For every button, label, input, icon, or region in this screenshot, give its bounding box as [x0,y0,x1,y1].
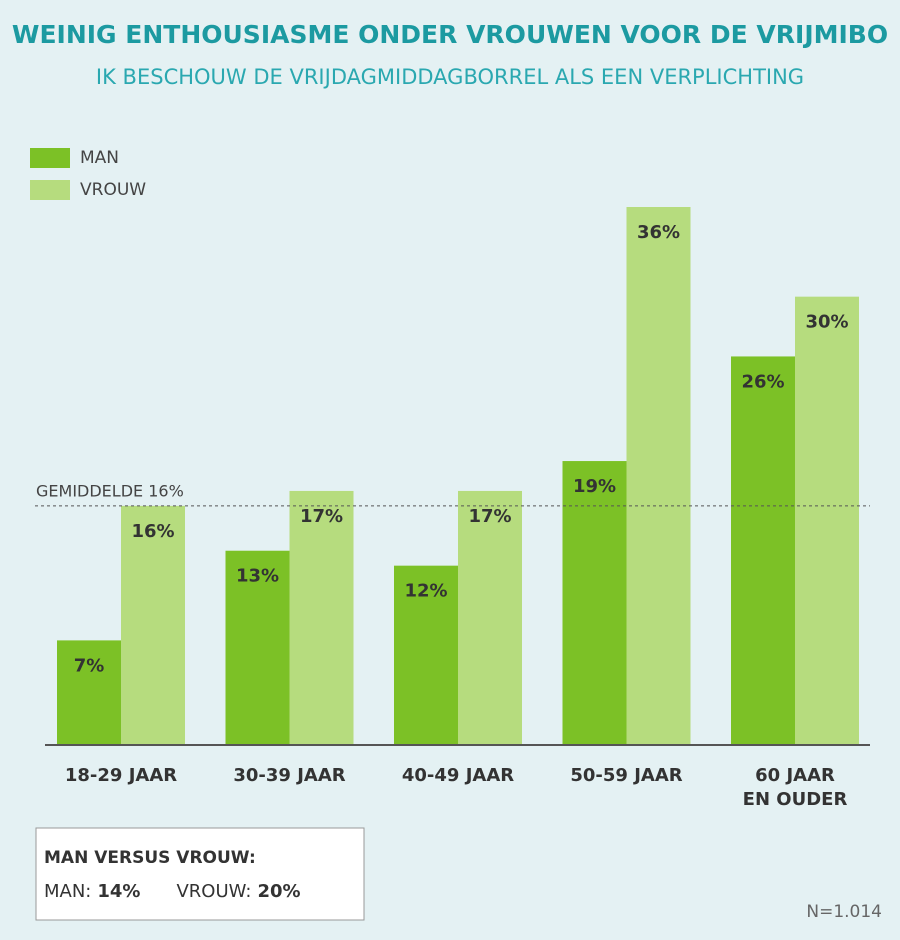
legend-swatch [30,180,70,200]
x-tick-label: 30-39 JAAR [233,765,346,786]
x-tick-label: 18-29 JAAR [64,765,178,786]
value-label: 36% [637,222,680,243]
value-label: 16% [131,521,174,542]
summary-line: MAN: 14% VROUW: 20% [44,881,301,902]
summary-name: MAN: [44,881,91,902]
value-label: 17% [300,506,343,527]
bar [731,356,795,745]
summary-name: VROUW: [176,881,251,902]
bar [289,490,354,745]
legend-label: MAN [80,148,119,168]
value-label: 26% [741,371,784,392]
bar [225,550,290,745]
x-tick-label: 60 JAAR EN OUDER [742,765,848,810]
average-label: GEMIDDELDE 16% [36,481,184,500]
bar [394,565,458,745]
bar [562,461,627,745]
value-label: 13% [236,566,279,587]
summary-value: 14% [97,881,140,902]
bar [121,505,185,745]
summary-box [35,827,365,921]
summary-value: 20% [257,881,300,902]
x-tick-label: 50-59 JAAR [570,765,683,786]
chart-title: WEINIG ENTHOUSIASME ONDER VROUWEN VOOR D… [12,20,888,49]
chart-subtitle: IK BESCHOUW DE VRIJDAGMIDDAGBORREL ALS E… [96,65,804,89]
summary-title: MAN VERSUS VROUW: [44,848,256,868]
value-label: 7% [74,655,105,676]
legend-label: VROUW [80,180,146,200]
x-tick-label: 40-49 JAAR [401,765,515,786]
bar [57,640,121,745]
value-label: 17% [468,506,511,527]
bar [458,490,522,745]
bar [626,207,691,745]
value-label: 30% [805,312,848,333]
bar [795,296,859,745]
legend-swatch [30,148,70,168]
sample-note: N=1.014 [806,902,882,922]
value-label: 12% [404,581,447,602]
value-label: 19% [573,476,616,497]
